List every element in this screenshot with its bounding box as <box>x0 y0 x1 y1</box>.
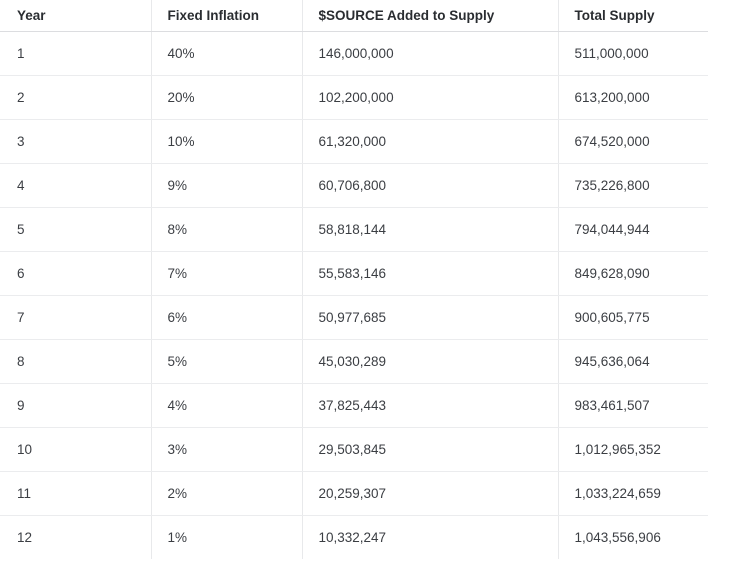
cell-total-supply: 674,520,000 <box>557 119 708 164</box>
cell-year: 6 <box>0 251 151 296</box>
cell-total-supply: 849,628,090 <box>557 251 708 296</box>
cell-total-supply: 1,012,965,352 <box>557 427 708 472</box>
table-row: 10 3% 29,503,845 1,012,965,352 <box>0 427 708 472</box>
cell-source-added: 146,000,000 <box>301 31 558 76</box>
table-row: 3 10% 61,320,000 674,520,000 <box>0 119 708 164</box>
cell-fixed-inflation: 7% <box>150 251 302 296</box>
cell-fixed-inflation: 3% <box>150 427 302 472</box>
supply-table-container: Year Fixed Inflation $SOURCE Added to Su… <box>0 0 708 559</box>
cell-year: 8 <box>0 339 151 384</box>
cell-source-added: 20,259,307 <box>301 471 558 516</box>
cell-fixed-inflation: 9% <box>150 163 302 208</box>
cell-total-supply: 1,043,556,906 <box>557 515 708 559</box>
cell-total-supply: 945,636,064 <box>557 339 708 384</box>
inflation-supply-table: Year Fixed Inflation $SOURCE Added to Su… <box>0 0 708 559</box>
header-source-added: $SOURCE Added to Supply <box>301 0 558 32</box>
cell-source-added: 55,583,146 <box>301 251 558 296</box>
header-fixed-inflation: Fixed Inflation <box>150 0 302 32</box>
table-row: 2 20% 102,200,000 613,200,000 <box>0 75 708 120</box>
table-row: 8 5% 45,030,289 945,636,064 <box>0 339 708 384</box>
cell-year: 7 <box>0 295 151 340</box>
table-row: 1 40% 146,000,000 511,000,000 <box>0 31 708 76</box>
table-row: 11 2% 20,259,307 1,033,224,659 <box>0 471 708 516</box>
cell-fixed-inflation: 8% <box>150 207 302 252</box>
table-header: Year Fixed Inflation $SOURCE Added to Su… <box>0 0 708 32</box>
table-row: 6 7% 55,583,146 849,628,090 <box>0 251 708 296</box>
table-row: 5 8% 58,818,144 794,044,944 <box>0 207 708 252</box>
table-row: 4 9% 60,706,800 735,226,800 <box>0 163 708 208</box>
table-row: 12 1% 10,332,247 1,043,556,906 <box>0 515 708 559</box>
cell-fixed-inflation: 1% <box>150 515 302 559</box>
cell-fixed-inflation: 5% <box>150 339 302 384</box>
cell-fixed-inflation: 4% <box>150 383 302 428</box>
cell-year: 4 <box>0 163 151 208</box>
cell-source-added: 61,320,000 <box>301 119 558 164</box>
cell-fixed-inflation: 6% <box>150 295 302 340</box>
cell-total-supply: 1,033,224,659 <box>557 471 708 516</box>
cell-source-added: 45,030,289 <box>301 339 558 384</box>
cell-fixed-inflation: 10% <box>150 119 302 164</box>
cell-fixed-inflation: 40% <box>150 31 302 76</box>
cell-total-supply: 983,461,507 <box>557 383 708 428</box>
cell-source-added: 29,503,845 <box>301 427 558 472</box>
header-total-supply: Total Supply <box>557 0 708 32</box>
table-row: 9 4% 37,825,443 983,461,507 <box>0 383 708 428</box>
cell-fixed-inflation: 2% <box>150 471 302 516</box>
cell-year: 11 <box>0 471 151 516</box>
cell-total-supply: 511,000,000 <box>557 31 708 76</box>
cell-year: 1 <box>0 31 151 76</box>
header-row: Year Fixed Inflation $SOURCE Added to Su… <box>0 0 708 32</box>
table-body: 1 40% 146,000,000 511,000,000 2 20% 102,200,00… <box>0 31 708 559</box>
cell-year: 10 <box>0 427 151 472</box>
cell-year: 3 <box>0 119 151 164</box>
cell-total-supply: 735,226,800 <box>557 163 708 208</box>
cell-total-supply: 794,044,944 <box>557 207 708 252</box>
cell-source-added: 50,977,685 <box>301 295 558 340</box>
cell-total-supply: 900,605,775 <box>557 295 708 340</box>
cell-year: 9 <box>0 383 151 428</box>
cell-source-added: 60,706,800 <box>301 163 558 208</box>
cell-source-added: 102,200,000 <box>301 75 558 120</box>
table-row: 7 6% 50,977,685 900,605,775 <box>0 295 708 340</box>
cell-total-supply: 613,200,000 <box>557 75 708 120</box>
cell-source-added: 58,818,144 <box>301 207 558 252</box>
cell-year: 2 <box>0 75 151 120</box>
cell-fixed-inflation: 20% <box>150 75 302 120</box>
cell-year: 12 <box>17 530 33 545</box>
cell-source-added: 10,332,247 <box>301 515 558 559</box>
header-year: Year <box>0 0 151 32</box>
cell-source-added: 37,825,443 <box>301 383 558 428</box>
cell-year: 5 <box>0 207 151 252</box>
